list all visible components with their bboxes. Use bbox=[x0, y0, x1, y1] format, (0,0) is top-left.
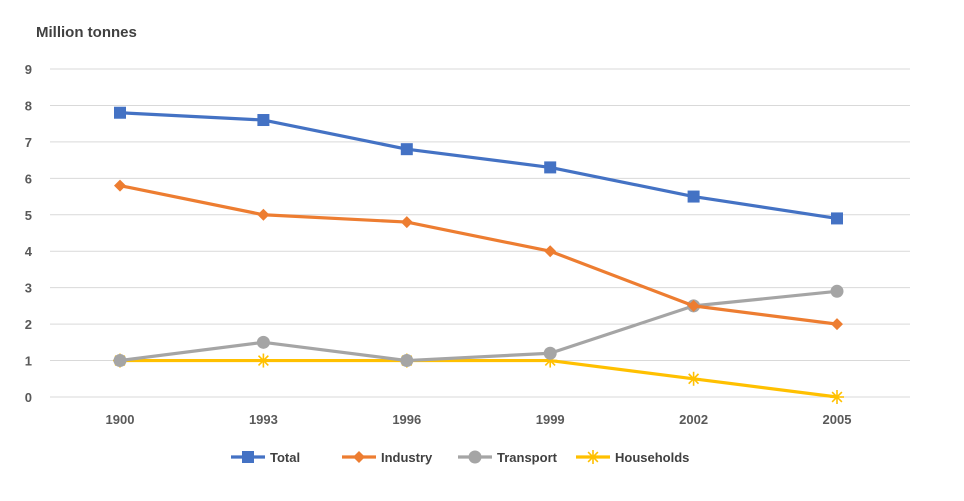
y-tick-label: 2 bbox=[25, 317, 32, 332]
data-point-households bbox=[256, 353, 271, 368]
series-line-households bbox=[120, 358, 838, 399]
data-point-total bbox=[687, 190, 700, 203]
data-point-industry bbox=[257, 208, 270, 221]
data-point-industry bbox=[831, 318, 843, 331]
y-tick-label: 4 bbox=[25, 244, 33, 259]
y-tick-label: 9 bbox=[25, 62, 32, 77]
data-point-transport bbox=[830, 284, 844, 298]
data-point-total bbox=[114, 106, 126, 119]
y-tick-label: 3 bbox=[25, 281, 32, 296]
y-tick-label: 0 bbox=[25, 390, 32, 405]
x-tick-label: 2005 bbox=[823, 412, 852, 427]
data-point-total bbox=[831, 212, 843, 225]
data-point-industry bbox=[544, 245, 557, 258]
data-point-transport bbox=[256, 335, 270, 349]
y-tick-label: 7 bbox=[25, 135, 32, 150]
legend-marker-households bbox=[586, 450, 600, 464]
data-point-households bbox=[686, 371, 701, 386]
legend-label-households: Households bbox=[615, 450, 689, 465]
data-point-total bbox=[257, 114, 270, 127]
data-point-industry bbox=[114, 179, 126, 192]
legend-marker-transport bbox=[468, 450, 482, 464]
legend-marker-total bbox=[242, 451, 254, 463]
y-axis-title: Million tonnes bbox=[36, 24, 137, 41]
x-tick-label: 1993 bbox=[249, 412, 278, 427]
data-point-industry bbox=[400, 216, 413, 229]
legend-label-total: Total bbox=[270, 450, 300, 465]
series-line-transport bbox=[119, 289, 838, 363]
legend-marker-industry bbox=[353, 451, 365, 463]
data-point-transport bbox=[113, 354, 127, 368]
data-point-households bbox=[830, 390, 844, 404]
y-tick-label: 1 bbox=[25, 354, 32, 369]
data-point-transport bbox=[543, 346, 557, 360]
y-tick-label: 5 bbox=[25, 208, 32, 223]
legend-label-industry: Industry bbox=[381, 450, 433, 465]
x-tick-label: 2002 bbox=[679, 412, 708, 427]
x-tick-label: 1900 bbox=[106, 412, 135, 427]
series-line-industry bbox=[119, 184, 838, 326]
series-line-total bbox=[119, 111, 838, 221]
data-point-total bbox=[544, 161, 557, 174]
data-point-industry bbox=[687, 299, 700, 312]
y-tick-label: 8 bbox=[25, 98, 32, 113]
data-point-total bbox=[400, 143, 413, 156]
y-tick-label: 6 bbox=[25, 171, 32, 186]
x-tick-label: 1999 bbox=[536, 412, 565, 427]
x-tick-label: 1996 bbox=[392, 412, 421, 427]
data-point-transport bbox=[400, 354, 414, 368]
legend-label-transport: Transport bbox=[497, 450, 558, 465]
